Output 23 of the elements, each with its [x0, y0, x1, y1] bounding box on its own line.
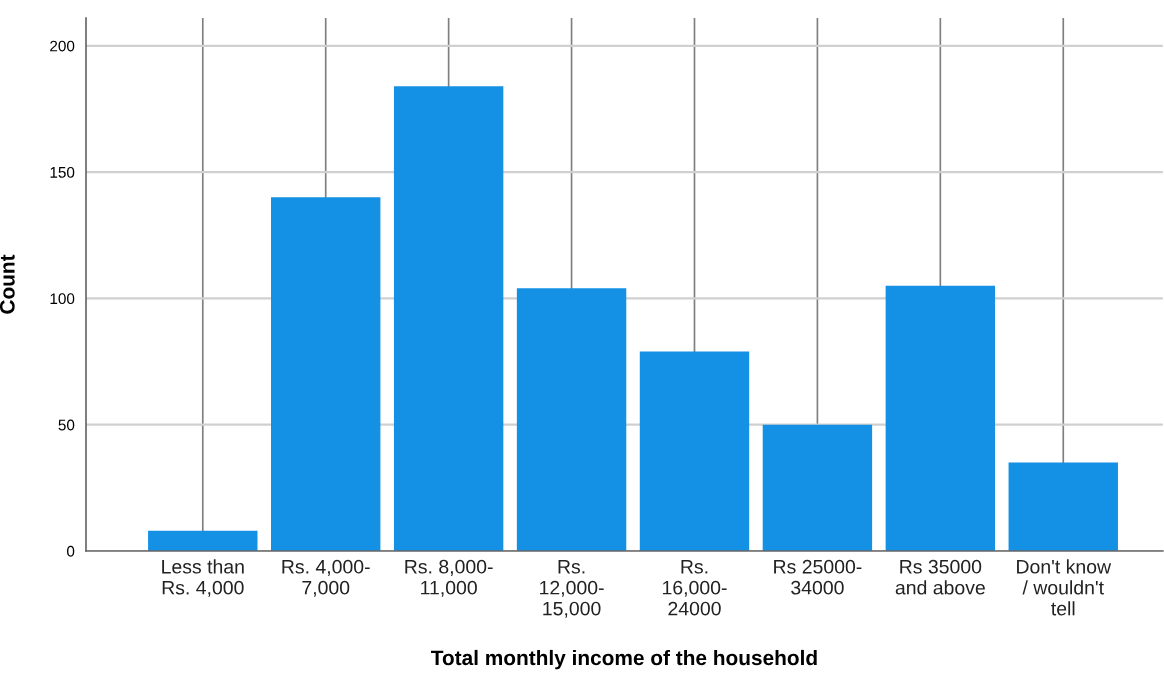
bar: [762, 424, 873, 551]
bar: [639, 351, 750, 551]
y-tick-label: 0: [66, 545, 75, 557]
x-tick-label: Rs 35000 and above: [895, 559, 985, 595]
bar: [1008, 462, 1118, 551]
x-tick-label: Less than Rs. 4,000: [162, 559, 244, 597]
y-tick-label: 200: [50, 40, 75, 52]
x-tick-label: Rs 25000- 34000: [774, 559, 862, 595]
y-axis-title: Count: [0, 254, 15, 314]
x-tick-label: Rs. 4,000- 7,000: [282, 559, 370, 597]
y-tick-label: 150: [50, 166, 75, 178]
y-tick-label: 100: [50, 293, 75, 305]
x-axis-title: Total monthly income of the household: [430, 649, 817, 670]
bar: [271, 197, 381, 551]
x-tick-label: Rs. 12,000- 15,000: [540, 560, 604, 618]
y-tick-label: 50: [58, 419, 75, 431]
bar: [885, 285, 996, 551]
x-tick-label: Rs. 8,000- 11,000: [405, 559, 493, 597]
bar: [393, 86, 504, 551]
x-tick-label: Don't know / wouldn't tell: [1017, 559, 1112, 616]
bar: [148, 530, 258, 551]
bar: [516, 288, 627, 551]
x-tick-label: Rs. 16,000- 24000: [663, 560, 727, 616]
